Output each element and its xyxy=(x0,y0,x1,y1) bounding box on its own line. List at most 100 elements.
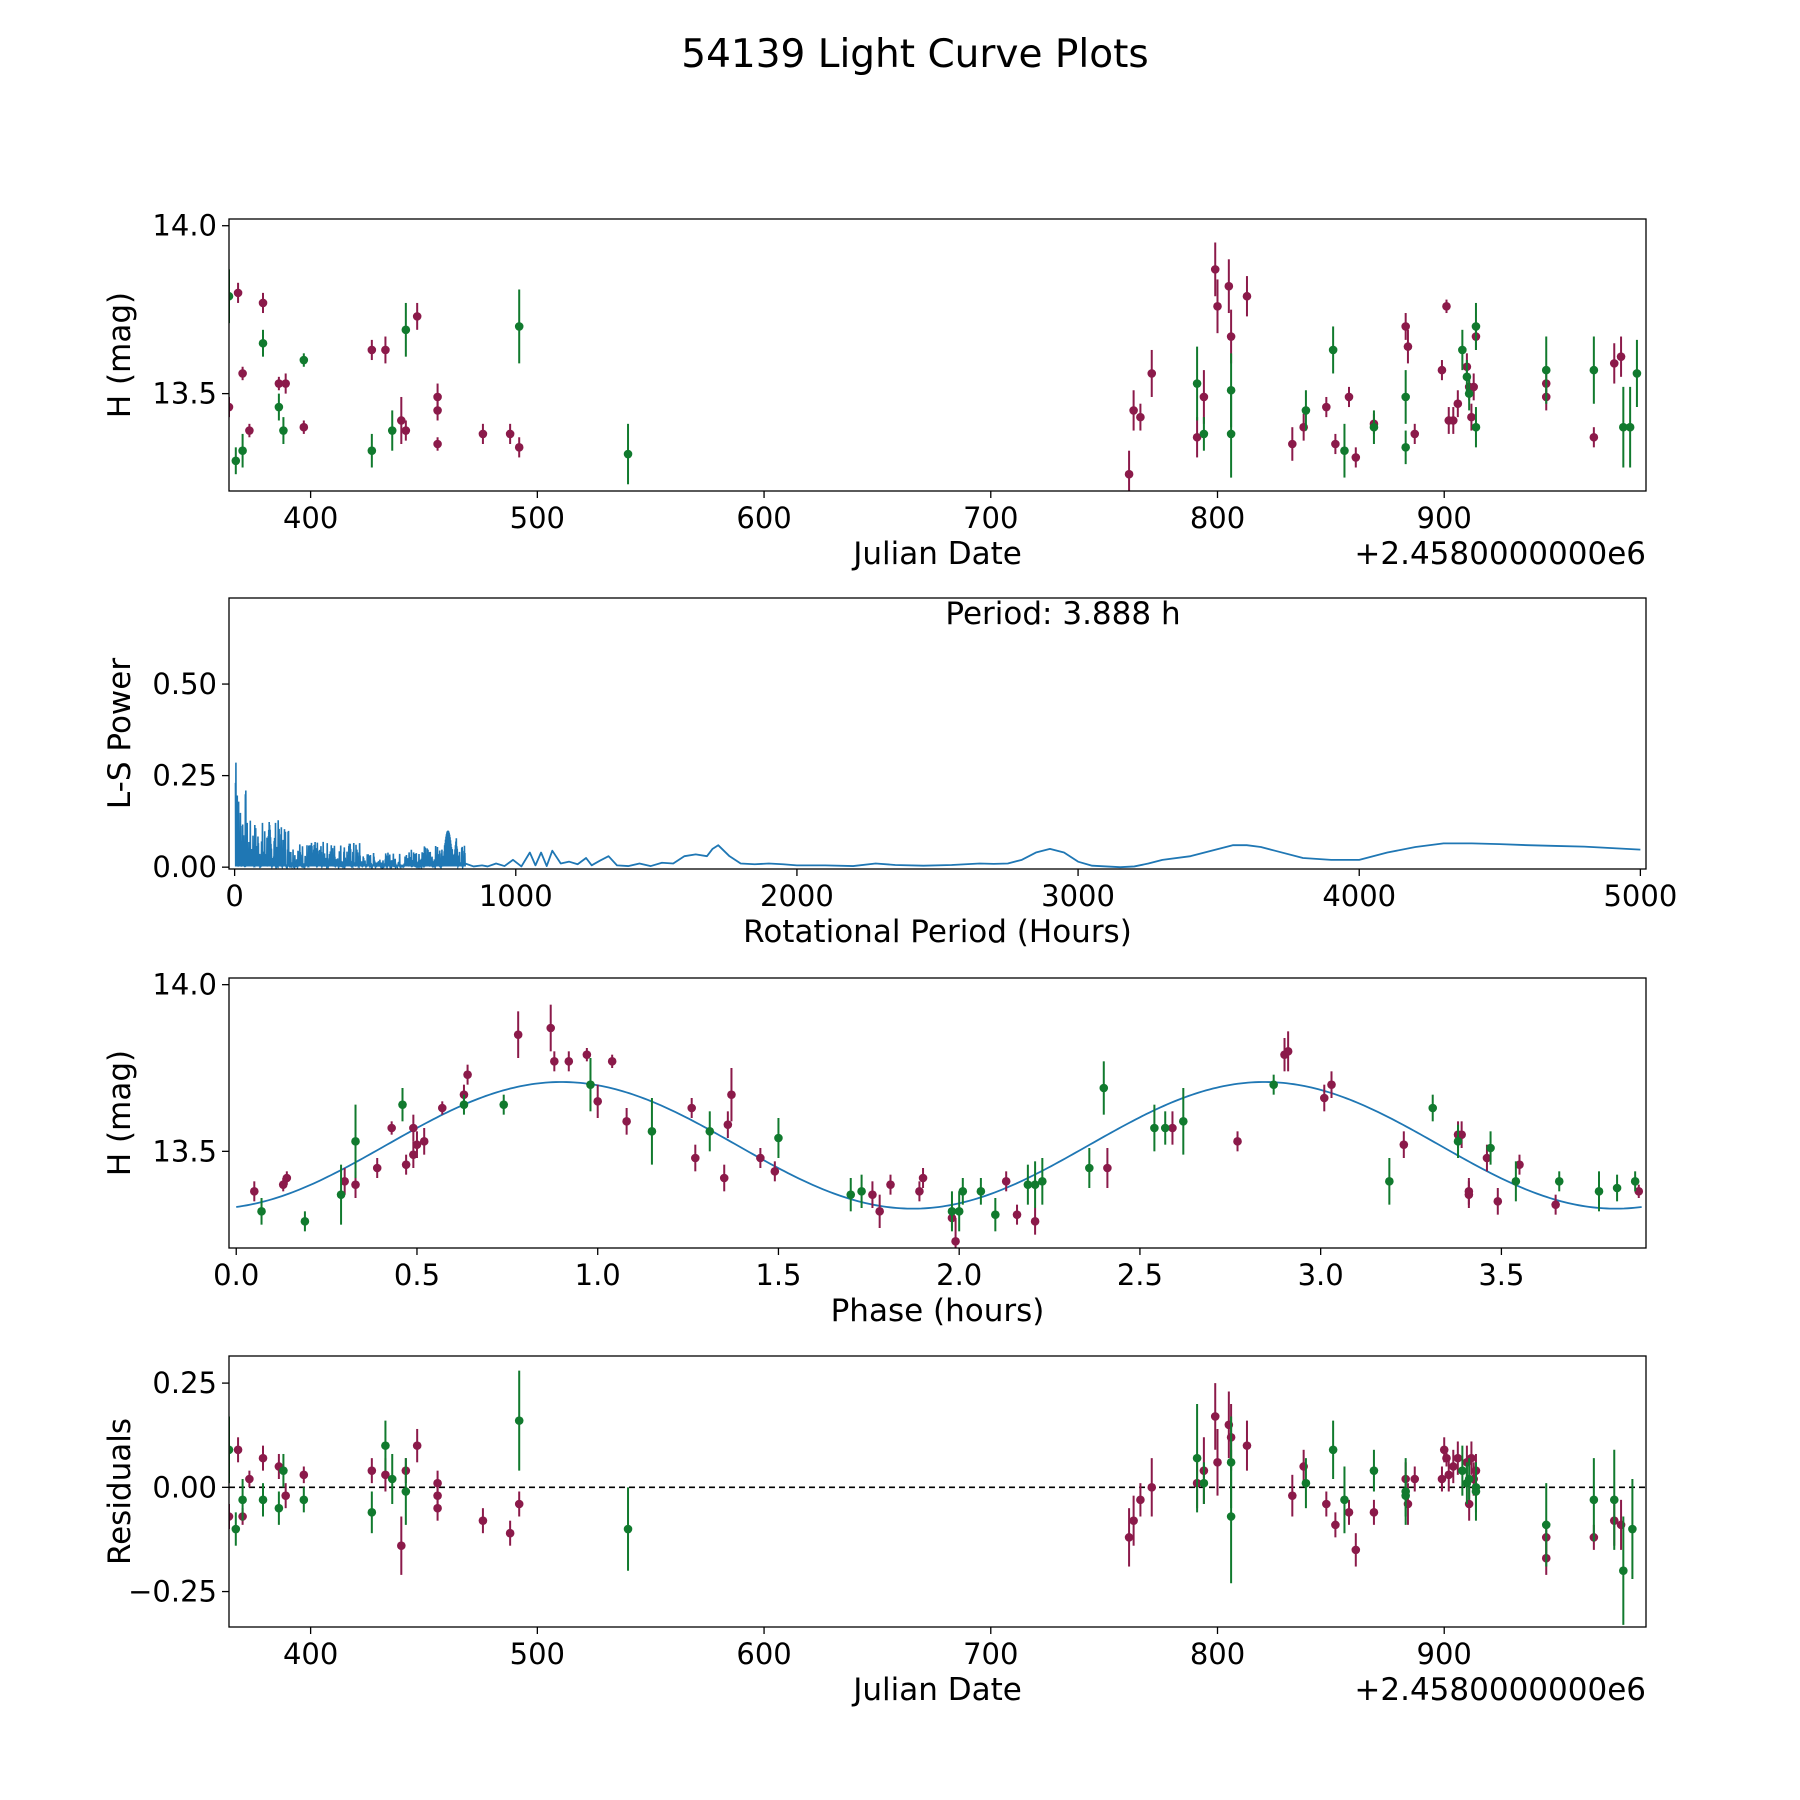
data-point xyxy=(1331,439,1340,449)
data-point xyxy=(1210,265,1220,274)
data-point xyxy=(1301,1478,1311,1488)
data-point xyxy=(1369,1508,1379,1517)
data-point xyxy=(1453,399,1463,408)
data-point xyxy=(299,355,309,365)
data-point xyxy=(991,1210,1000,1219)
data-point xyxy=(546,1023,556,1033)
axes-frame xyxy=(228,597,1647,870)
data-point xyxy=(281,1491,290,1500)
x-axis-offset-label: +2.4580000000e6 xyxy=(1354,1672,1646,1708)
data-point xyxy=(300,1217,310,1226)
data-point xyxy=(387,1123,396,1133)
x-tick-label: 3.5 xyxy=(1478,1258,1524,1292)
phased-plot-area xyxy=(236,1004,1644,1248)
data-point xyxy=(274,379,284,388)
data-point xyxy=(1012,1210,1022,1219)
data-point xyxy=(1541,1520,1551,1530)
data-point xyxy=(727,1090,736,1099)
data-point xyxy=(367,1466,377,1475)
data-point xyxy=(514,443,524,452)
data-point xyxy=(463,1070,472,1079)
data-point xyxy=(513,1030,523,1039)
data-point xyxy=(1328,1445,1338,1455)
data-point xyxy=(257,1207,266,1216)
sinusoid-fit-line xyxy=(236,1081,1642,1210)
data-point xyxy=(1038,1177,1047,1186)
x-tick-label: 3000 xyxy=(1041,879,1115,913)
y-tick-label: 0.00 xyxy=(152,1470,217,1504)
data-point xyxy=(412,312,422,321)
data-point xyxy=(258,338,268,348)
data-point xyxy=(1551,1200,1560,1209)
data-point xyxy=(1410,1474,1420,1484)
data-point xyxy=(1410,429,1420,439)
data-point xyxy=(1129,406,1138,415)
data-point xyxy=(258,298,268,308)
x-axis-label: Julian Date xyxy=(851,1672,1022,1708)
data-point xyxy=(1609,1495,1619,1505)
residuals-panel: 400 500 600 700 800 900 −0.25 0.00 0.25 Julian Da… xyxy=(102,1355,1658,1708)
x-tick-label: 0.0 xyxy=(213,1258,259,1292)
data-point xyxy=(351,1180,360,1189)
data-point xyxy=(868,1190,877,1199)
data-point xyxy=(1401,322,1410,331)
x-tick-label: 500 xyxy=(510,1637,565,1671)
data-point xyxy=(1322,1499,1331,1509)
data-point xyxy=(1030,1180,1040,1189)
data-point xyxy=(1199,429,1209,439)
y-axis-label: H (mag) xyxy=(102,292,138,418)
phased-lightcurve-panel: 0.0 0.5 1.0 1.5 2.0 2.5 3.0 3.5 13.5 14.0 Phase (h… xyxy=(102,968,1647,1329)
data-point xyxy=(1168,1123,1177,1133)
data-point xyxy=(1136,1495,1145,1505)
x-tick-label: 500 xyxy=(510,501,565,535)
period-annotation: Period: 3.888 h xyxy=(945,596,1180,632)
data-point xyxy=(951,1237,960,1246)
data-point xyxy=(279,1466,288,1475)
data-point xyxy=(607,1057,617,1066)
data-point xyxy=(1448,416,1458,425)
data-point xyxy=(459,1090,469,1099)
data-point xyxy=(582,1050,592,1059)
data-point xyxy=(258,1453,268,1463)
data-point xyxy=(1327,1080,1336,1089)
x-tick-label: 700 xyxy=(963,1637,1018,1671)
data-point xyxy=(623,449,633,459)
periodogram-noise-line xyxy=(234,762,466,869)
data-point xyxy=(593,1097,603,1106)
data-point xyxy=(238,446,247,456)
data-point xyxy=(340,1177,349,1186)
data-point xyxy=(687,1103,696,1113)
data-point xyxy=(478,1516,488,1525)
data-point xyxy=(401,325,411,335)
data-point xyxy=(1649,1491,1658,1500)
data-point xyxy=(1594,1187,1604,1196)
data-point xyxy=(1226,429,1236,439)
data-point xyxy=(1179,1117,1188,1126)
data-point xyxy=(514,1499,524,1509)
y-tick-label: 14.0 xyxy=(152,968,217,1002)
data-point xyxy=(1649,369,1658,378)
data-point xyxy=(387,1474,397,1484)
data-point xyxy=(1344,392,1354,402)
data-point xyxy=(229,1445,234,1455)
data-point xyxy=(1226,1512,1236,1521)
data-point xyxy=(1147,1483,1157,1492)
y-tick-label: 0.25 xyxy=(152,759,217,793)
data-point xyxy=(564,1057,574,1066)
data-point xyxy=(419,1137,429,1146)
data-point xyxy=(274,402,284,412)
data-point xyxy=(1213,1458,1222,1467)
data-point xyxy=(976,1187,986,1196)
x-axis-label: Phase (hours) xyxy=(831,1293,1045,1329)
data-point xyxy=(1269,1080,1278,1089)
data-point xyxy=(1437,1474,1447,1484)
x-tick-label: 400 xyxy=(283,1637,338,1671)
data-point xyxy=(1085,1163,1094,1173)
data-point xyxy=(401,1160,411,1169)
data-point xyxy=(1210,1412,1220,1421)
y-tick-label: 13.5 xyxy=(152,377,217,411)
data-point xyxy=(723,1120,733,1129)
data-point xyxy=(1340,1495,1349,1505)
data-point xyxy=(1340,446,1349,456)
data-point xyxy=(1541,365,1551,375)
